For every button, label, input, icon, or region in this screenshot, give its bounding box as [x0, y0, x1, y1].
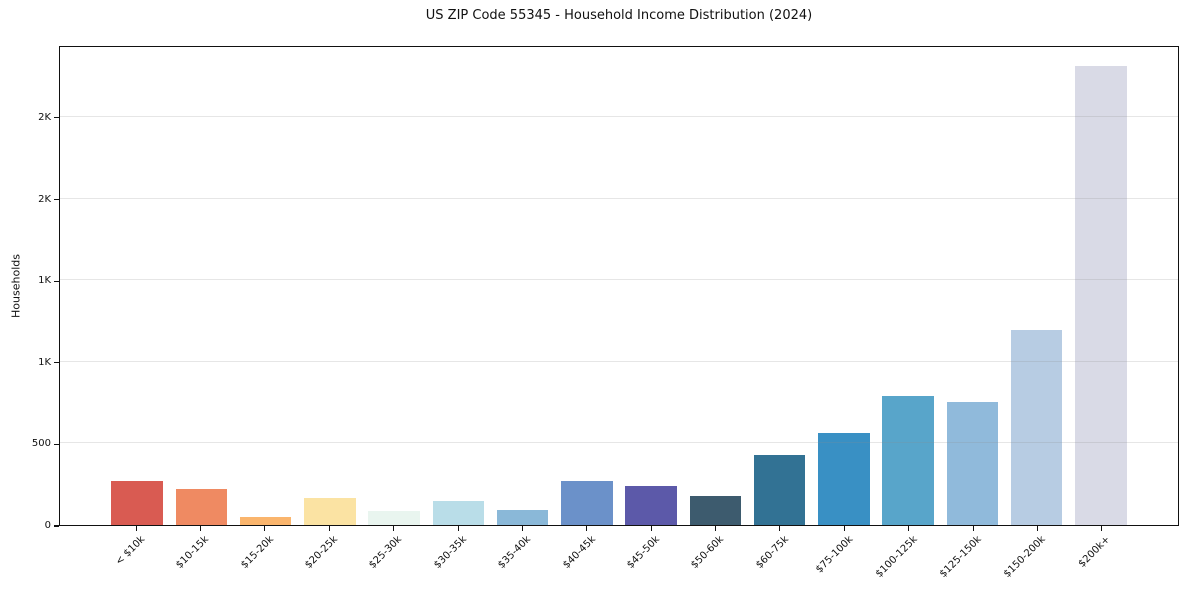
- x-axis-tick-label: $50-60k: [689, 534, 727, 571]
- y-axis-tick-label: 500: [31, 438, 51, 450]
- bar-slot: [426, 47, 490, 525]
- y-axis-tick: [54, 443, 59, 445]
- bar-< $10k: [111, 480, 163, 525]
- y-axis-tick: [54, 362, 59, 364]
- bar-slot: [105, 47, 169, 525]
- x-axis-tick: [135, 526, 137, 531]
- gridline: [60, 442, 1178, 444]
- x-axis-tick: [972, 526, 974, 531]
- x-axis-tick: [1036, 526, 1038, 531]
- gridline: [60, 360, 1178, 362]
- bar-slot: [298, 47, 362, 525]
- bar-slot: [940, 47, 1004, 525]
- x-axis-tick: [843, 526, 845, 531]
- bar-$25-30k: [368, 511, 420, 525]
- plot-area: [59, 46, 1179, 526]
- bar-$35-40k: [496, 509, 549, 525]
- x-axis-tick: [328, 526, 330, 531]
- bar-slot: [683, 47, 747, 525]
- x-axis-tick: [715, 526, 717, 531]
- x-axis-tick-label: $25-30k: [367, 534, 405, 571]
- bar-$75-100k: [818, 432, 870, 525]
- bar-slot: [1069, 47, 1133, 525]
- chart-title: US ZIP Code 55345 - Household Income Dis…: [425, 8, 813, 23]
- x-axis-tick: [908, 526, 910, 531]
- bar-$40-45k: [561, 480, 613, 525]
- bar-$125-150k: [946, 401, 999, 525]
- y-axis-tick: [54, 525, 59, 527]
- y-axis-tick: [54, 198, 59, 201]
- bar-$100-125k: [882, 396, 934, 525]
- y-axis-tick-label: 1K: [38, 275, 51, 287]
- gridline: [60, 197, 1178, 199]
- x-axis-tick: [393, 526, 395, 531]
- bar-$15-20k: [239, 516, 292, 525]
- x-axis-tick: [521, 526, 523, 531]
- x-axis-tick-label: $200k+: [1076, 534, 1113, 570]
- x-axis-tick-label: $40-45k: [560, 534, 598, 571]
- x-axis-tick-label: $100-125k: [873, 534, 920, 580]
- x-axis-tick: [1101, 526, 1103, 531]
- x-axis-tick: [264, 526, 266, 531]
- bar-slot: [491, 47, 555, 525]
- bar-slot: [555, 47, 619, 525]
- bar-$150-200k: [1010, 329, 1063, 525]
- x-axis-tick-label: $15-20k: [238, 534, 276, 571]
- y-axis-tick: [54, 117, 59, 119]
- x-axis-tick-label: $150-200k: [1002, 534, 1049, 580]
- x-axis-tick: [457, 526, 459, 531]
- bar-slot: [748, 47, 812, 525]
- gridline: [60, 279, 1178, 281]
- x-axis-tick-label: $10-15k: [174, 534, 212, 571]
- x-axis-tick-label: $125-150k: [937, 534, 984, 580]
- bar-slot: [169, 47, 233, 525]
- x-axis-tick-label: $60-75k: [753, 534, 791, 571]
- y-axis-tick-label: 1K: [38, 356, 51, 368]
- x-axis-tick-label: < $10k: [113, 534, 147, 568]
- x-axis-tick-label: $30-35k: [431, 534, 469, 571]
- x-axis-tick: [650, 526, 652, 531]
- x-axis-tick-label: $75-100k: [813, 534, 856, 576]
- bar-$45-50k: [625, 485, 677, 525]
- bar-slot: [234, 47, 298, 525]
- x-axis-tick-label: $45-50k: [625, 534, 662, 571]
- x-axis-tick: [779, 526, 781, 531]
- bar-$20-25k: [304, 498, 356, 525]
- x-axis-tick-label: $35-40k: [496, 534, 534, 571]
- bar-slot: [812, 47, 876, 525]
- bars-container: [60, 47, 1178, 525]
- bar-$200k+: [1075, 66, 1127, 525]
- x-axis-tick-label: $20-25k: [303, 534, 341, 571]
- y-axis-tick: [54, 280, 59, 282]
- y-axis-tick-label: 2K: [38, 111, 51, 123]
- bar-slot: [1005, 47, 1069, 525]
- bar-slot: [619, 47, 683, 525]
- y-axis-tick-label: 2K: [38, 193, 51, 205]
- y-axis-tick-label: 0: [44, 520, 51, 531]
- x-axis-tick: [200, 526, 202, 531]
- bar-$10-15k: [175, 489, 228, 525]
- x-axis-tick: [586, 526, 588, 531]
- bar-slot: [876, 47, 940, 525]
- bar-slot: [362, 47, 426, 525]
- bar-$30-35k: [432, 501, 485, 525]
- bar-$60-75k: [753, 454, 806, 525]
- bar-$50-60k: [689, 496, 742, 525]
- gridline: [60, 115, 1178, 117]
